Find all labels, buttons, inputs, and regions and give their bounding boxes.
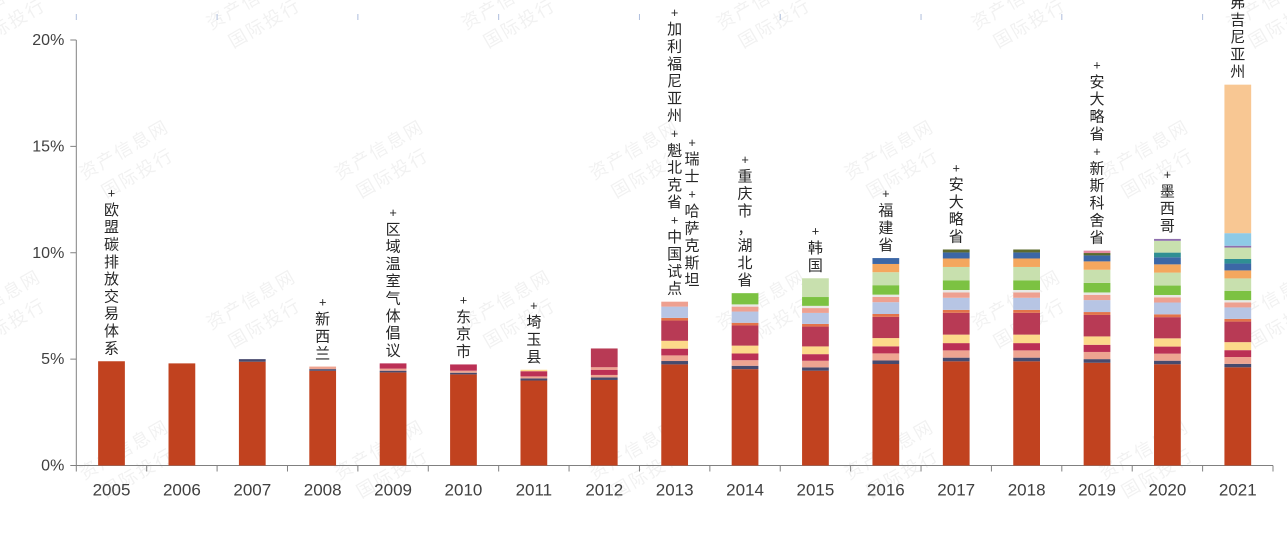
svg-text:2012: 2012 [585,481,623,500]
svg-text:+墨西哥: +墨西哥 [1160,167,1175,235]
svg-text:+重庆市，湖北省: +重庆市，湖北省 [738,152,753,289]
svg-text:+韩国: +韩国 [808,224,823,275]
svg-text:2015: 2015 [797,481,835,500]
svg-text:2014: 2014 [726,481,764,500]
svg-text:+区域温室气体倡议: +区域温室气体倡议 [386,205,401,359]
svg-text:+埼玉县: +埼玉县 [526,298,541,366]
svg-text:10%: 10% [32,245,64,262]
svg-text:2019: 2019 [1078,481,1116,500]
svg-text:+东京市: +东京市 [456,293,471,361]
svg-text:+福建省: +福建省 [878,186,893,254]
svg-text:2008: 2008 [304,481,342,500]
svg-text:5%: 5% [41,351,64,368]
svg-text:+安大略省: +安大略省 [949,160,964,245]
svg-text:+新西兰: +新西兰 [315,295,330,363]
svg-text:20%: 20% [32,32,64,49]
svg-text:2020: 2020 [1148,481,1186,500]
svg-text:2017: 2017 [937,481,975,500]
svg-text:2005: 2005 [93,481,131,500]
svg-text:2013: 2013 [656,481,694,500]
svg-text:2010: 2010 [445,481,483,500]
svg-text:2007: 2007 [233,481,271,500]
svg-text:+加利福尼亚州+魁北克省+中国试点: +加利福尼亚州+魁北克省+中国试点 [667,5,682,298]
svg-text:2016: 2016 [867,481,905,500]
svg-text:+瑞士+哈萨克斯坦: +瑞士+哈萨克斯坦 [685,135,700,289]
svg-text:15%: 15% [32,138,64,155]
svg-text:+欧盟碳排放交易体系: +欧盟碳排放交易体系 [104,186,119,358]
svg-text:2006: 2006 [163,481,201,500]
svg-text:2018: 2018 [1008,481,1046,500]
svg-text:+安大略省+新斯科舍省: +安大略省+新斯科舍省 [1090,58,1105,247]
svg-text:2021: 2021 [1219,481,1257,500]
svg-text:2011: 2011 [516,481,553,500]
svg-text:+中国+德国+弗吉尼亚州: +中国+德国+弗吉尼亚州 [1230,0,1245,81]
svg-text:0%: 0% [41,458,64,475]
svg-text:2009: 2009 [374,481,412,500]
